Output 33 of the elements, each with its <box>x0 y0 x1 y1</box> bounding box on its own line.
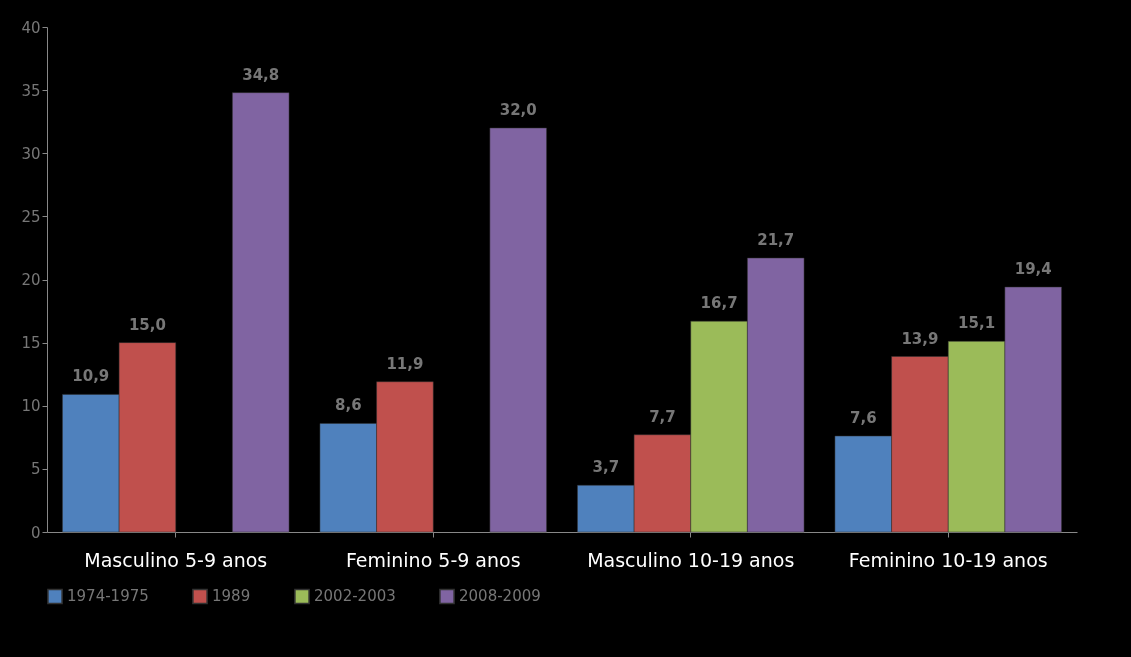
data-label: 34,8 <box>242 65 280 84</box>
y-tick-label: 30 <box>21 144 41 163</box>
data-label: 21,7 <box>757 231 795 250</box>
y-tick-label: 0 <box>30 523 41 542</box>
x-tick-label: Masculino 5-9 anos <box>84 548 268 571</box>
data-label: 19,4 <box>1014 260 1052 279</box>
data-label: 15,1 <box>958 314 996 333</box>
data-label: 32,0 <box>499 101 537 119</box>
x-tick-label: Feminino 10-19 anos <box>848 548 1048 571</box>
data-label: 10,9 <box>72 367 110 386</box>
bar <box>489 127 547 533</box>
legend-label: 1974-1975 <box>67 587 149 606</box>
legend-label: 2008-2009 <box>459 587 541 606</box>
data-label: 3,7 <box>592 458 620 477</box>
data-label: 13,9 <box>901 329 939 348</box>
data-label: 16,7 <box>700 294 738 313</box>
data-label: 7,7 <box>649 407 676 426</box>
bar <box>232 92 290 533</box>
data-label: 7,6 <box>849 409 877 428</box>
data-label: 15,0 <box>128 315 166 334</box>
y-tick-label: 5 <box>30 460 41 479</box>
x-tick-label: Feminino 5-9 anos <box>345 548 521 571</box>
y-tick-label: 20 <box>21 271 41 289</box>
legend-label: 2002-2003 <box>314 587 396 606</box>
y-tick-label: 25 <box>21 207 41 226</box>
y-tick-label: 10 <box>21 397 41 416</box>
legend-label: 1989 <box>212 587 251 606</box>
x-tick-label: Masculino 10-19 anos <box>587 548 795 571</box>
y-tick-label: 35 <box>21 81 41 100</box>
data-label: 8,6 <box>334 396 362 415</box>
y-tick-label: 40 <box>21 18 41 37</box>
y-tick-label: 15 <box>21 334 41 353</box>
data-label: 11,9 <box>386 354 424 373</box>
